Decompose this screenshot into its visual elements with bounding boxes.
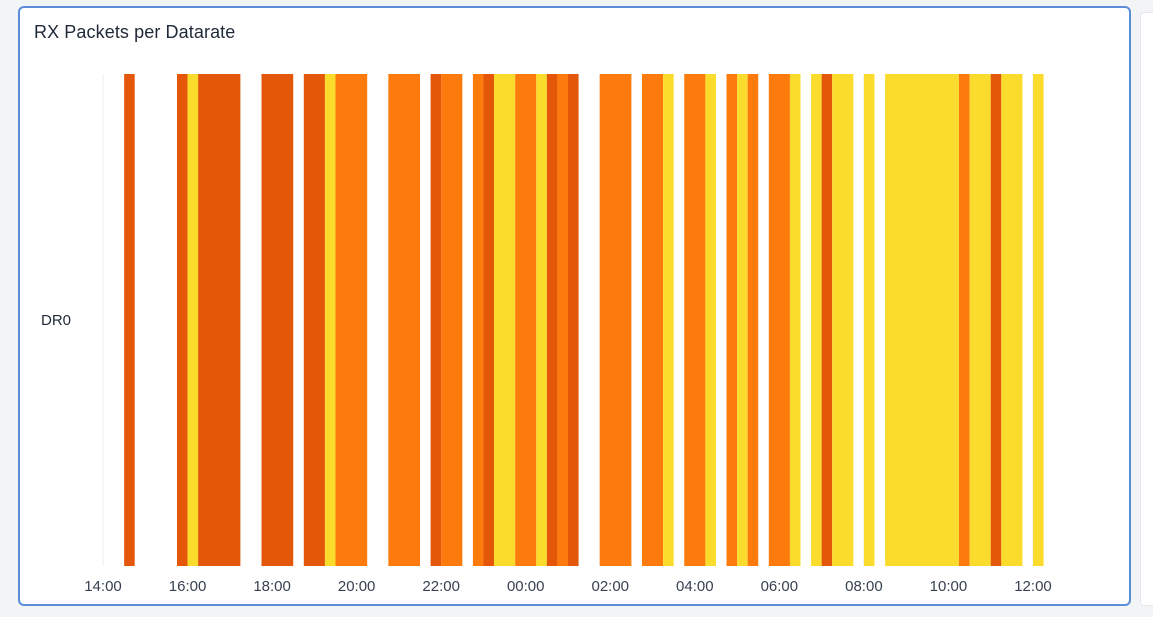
heatmap-cell-light[interactable] xyxy=(789,74,801,566)
x-tick-label: 10:00 xyxy=(930,578,968,595)
heatmap-cell-mid[interactable] xyxy=(441,74,463,566)
x-tick-label: 12:00 xyxy=(1014,578,1052,595)
heatmap-cell-dark[interactable] xyxy=(261,74,294,566)
heatmap-cell-mid[interactable] xyxy=(515,74,537,566)
heatmap-cell-dark[interactable] xyxy=(546,74,558,566)
heatmap-cell-light[interactable] xyxy=(663,74,674,566)
x-tick-label: 08:00 xyxy=(845,578,883,595)
x-tick-label: 18:00 xyxy=(253,578,291,595)
row-label-dr0: DR0 xyxy=(41,312,71,329)
heatmap-cell-dark[interactable] xyxy=(990,74,1002,566)
heatmap-cell-mid[interactable] xyxy=(641,74,664,566)
heatmap-cell-dark[interactable] xyxy=(303,74,325,566)
x-tick-label: 06:00 xyxy=(761,578,799,595)
heatmap-cell-light[interactable] xyxy=(705,74,716,566)
heatmap-cell-mid[interactable] xyxy=(472,74,484,566)
heatmap-cell-mid[interactable] xyxy=(557,74,568,566)
heatmap-cell-mid[interactable] xyxy=(599,74,632,566)
x-tick-label: 14:00 xyxy=(84,578,122,595)
heatmap-cell-mid[interactable] xyxy=(335,74,368,566)
heatmap-cell-dark[interactable] xyxy=(568,74,579,566)
heatmap-cell-light[interactable] xyxy=(863,74,875,566)
heatmap-cell-mid[interactable] xyxy=(768,74,790,566)
heatmap-cell-dark[interactable] xyxy=(483,74,495,566)
heatmap-cell-dark[interactable] xyxy=(124,74,135,566)
x-tick-label: 16:00 xyxy=(169,578,207,595)
x-axis-ticks: 14:00 16:00 18:00 20:00 22:00 00:00 02:00 04:00… xyxy=(84,578,1052,595)
heatmap-cell-light[interactable] xyxy=(494,74,516,566)
panel-title: RX Packets per Datarate xyxy=(34,22,236,42)
x-tick-label: 20:00 xyxy=(338,578,376,595)
heatmap-cell-light[interactable] xyxy=(536,74,547,566)
heatmap-cell-light[interactable] xyxy=(1001,74,1023,566)
x-tick-label: 02:00 xyxy=(591,578,629,595)
heatmap-cell-dark[interactable] xyxy=(198,74,241,566)
x-tick-label: 04:00 xyxy=(676,578,714,595)
x-tick-label: 22:00 xyxy=(422,578,460,595)
heatmap-cell-light[interactable] xyxy=(1033,74,1044,566)
heatmap-cell-light[interactable] xyxy=(187,74,199,566)
heatmap-cell-light[interactable] xyxy=(885,74,960,566)
heatmap-cell-light[interactable] xyxy=(324,74,336,566)
heatmap-cell-mid[interactable] xyxy=(747,74,759,566)
heatmap-cell-light[interactable] xyxy=(969,74,991,566)
heatmap-cell-mid[interactable] xyxy=(726,74,738,566)
heatmap-cell-light[interactable] xyxy=(811,74,822,566)
heatmap-cell-light[interactable] xyxy=(832,74,854,566)
heatmap-cell-dark[interactable] xyxy=(430,74,442,566)
heatmap-cell-light[interactable] xyxy=(737,74,748,566)
heatmap-cell-mid[interactable] xyxy=(684,74,706,566)
heatmap-cell-dark[interactable] xyxy=(176,74,188,566)
heatmap-cell-mid[interactable] xyxy=(388,74,421,566)
heatmap-row-dr0 xyxy=(124,74,1044,566)
x-tick-label: 00:00 xyxy=(507,578,545,595)
heatmap-cell-dark[interactable] xyxy=(821,74,833,566)
adjacent-panel-edge xyxy=(1140,12,1153,606)
heatmap-cell-mid[interactable] xyxy=(959,74,970,566)
